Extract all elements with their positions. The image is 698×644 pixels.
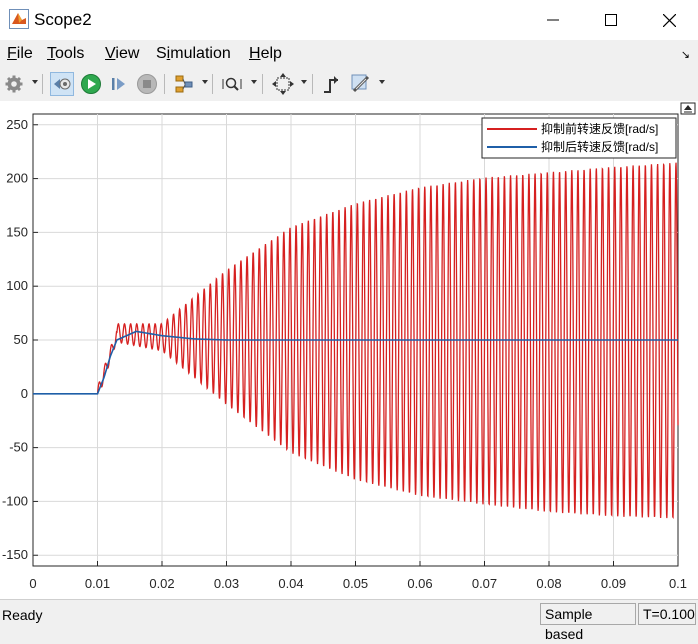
highlight-block-button[interactable] — [50, 72, 74, 96]
menu-simulation[interactable]: Simulation — [156, 45, 231, 62]
status-ready: Ready — [2, 607, 43, 623]
x-tick-label: 0.01 — [85, 576, 110, 591]
toolbar-separator — [42, 74, 43, 94]
menu-tools[interactable]: Tools — [47, 45, 85, 62]
undock-icon — [684, 105, 692, 110]
x-tick-label: 0.09 — [601, 576, 626, 591]
menu-help[interactable]: Help — [249, 45, 282, 62]
toolbar — [0, 68, 698, 102]
minimize-button[interactable] — [524, 0, 582, 40]
scope-display[interactable]: 0 0.01 0.02 0.03 0.04 0.05 0.06 0.07 0.08 0.09 0.1… — [0, 101, 698, 599]
autoscale-button[interactable] — [271, 72, 295, 96]
legend-box — [481, 117, 677, 159]
window-title: Scope2 — [34, 10, 92, 29]
y-tick-label: 200 — [6, 171, 28, 186]
x-tick-label: 0.06 — [407, 576, 432, 591]
title-bar: Scope2 — [0, 0, 698, 40]
y-tick-label: 50 — [14, 332, 28, 347]
y-tick-label: 250 — [6, 117, 28, 132]
matlab-icon — [9, 9, 29, 29]
trigger-button[interactable] — [320, 72, 344, 96]
layout-dropdown-icon[interactable] — [202, 80, 208, 84]
stop-button[interactable] — [135, 72, 159, 96]
toolbar-separator — [212, 74, 213, 94]
x-tick-label: 0.05 — [343, 576, 368, 591]
highlight-block-icon — [54, 78, 71, 90]
zoom-icon — [222, 77, 242, 91]
toolbar-separator — [312, 74, 313, 94]
x-tick-label: 0.08 — [536, 576, 561, 591]
legend-label: 抑制前转速反馈[rad/s] — [541, 121, 658, 136]
series-line-after-suppression — [33, 330, 678, 395]
y-tick-label: -50 — [9, 440, 28, 455]
y-tick-label: 0 — [21, 386, 28, 401]
y-tick-label: 150 — [6, 224, 28, 239]
toolbar-separator — [164, 74, 165, 94]
toolbar-separator — [262, 74, 263, 94]
menu-file[interactable]: File — [7, 45, 33, 62]
close-icon — [662, 13, 676, 27]
run-button[interactable] — [79, 72, 103, 96]
series-layer — [33, 162, 679, 519]
autoscale-dropdown-icon[interactable] — [301, 80, 307, 84]
x-tick-label: 0 — [29, 576, 36, 591]
settings-dropdown-icon[interactable] — [32, 80, 38, 84]
y-tick-label: -150 — [2, 547, 28, 562]
settings-button[interactable] — [2, 72, 26, 96]
layout-icon — [175, 75, 193, 93]
status-bar: Ready Sample based T=0.100 — [0, 599, 698, 642]
zoom-button[interactable] — [220, 72, 244, 96]
maximize-icon — [605, 14, 617, 26]
legend-label: 抑制后转速反馈[rad/s] — [541, 139, 658, 154]
menu-bar: File Tools View Simulation Help ↘ — [0, 40, 698, 68]
y-tick-label: -100 — [2, 493, 28, 508]
scope-chart[interactable]: 0 0.01 0.02 0.03 0.04 0.05 0.06 0.07 0.08 0.09 0.1… — [0, 101, 698, 599]
close-button[interactable] — [640, 0, 698, 40]
x-tick-label: 0.07 — [472, 576, 497, 591]
maximize-button[interactable] — [582, 0, 640, 40]
menu-view[interactable]: View — [105, 45, 140, 62]
step-forward-icon — [112, 78, 125, 90]
axis-ticks: 0 0.01 0.02 0.03 0.04 0.05 0.06 0.07 0.08 0.09 0.1… — [2, 117, 687, 591]
status-time: T=0.100 — [638, 603, 696, 625]
minimize-icon — [547, 19, 559, 21]
trigger-icon — [324, 76, 338, 93]
x-tick-label: 0.04 — [278, 576, 303, 591]
run-icon — [81, 74, 101, 94]
series-line-before-suppression — [33, 162, 679, 519]
undock-button[interactable] — [680, 102, 696, 115]
measure-dropdown-icon[interactable] — [379, 80, 385, 84]
x-tick-label: 0.1 — [669, 576, 687, 591]
status-sample-mode: Sample based — [540, 603, 636, 642]
x-tick-label: 0.02 — [149, 576, 174, 591]
step-forward-button[interactable] — [107, 72, 131, 96]
stop-icon — [137, 74, 157, 94]
dock-arrow-icon[interactable]: ↘ — [680, 49, 690, 61]
legend[interactable]: 抑制前转速反馈[rad/s] 抑制后转速反馈[rad/s] — [481, 117, 677, 159]
measure-button[interactable] — [349, 72, 373, 96]
y-tick-label: 100 — [6, 278, 28, 293]
autoscale-icon — [272, 73, 294, 95]
gear-icon — [5, 75, 23, 93]
x-tick-label: 0.03 — [214, 576, 239, 591]
zoom-dropdown-icon[interactable] — [251, 80, 257, 84]
layout-button[interactable] — [172, 72, 196, 96]
measure-icon — [351, 74, 370, 93]
